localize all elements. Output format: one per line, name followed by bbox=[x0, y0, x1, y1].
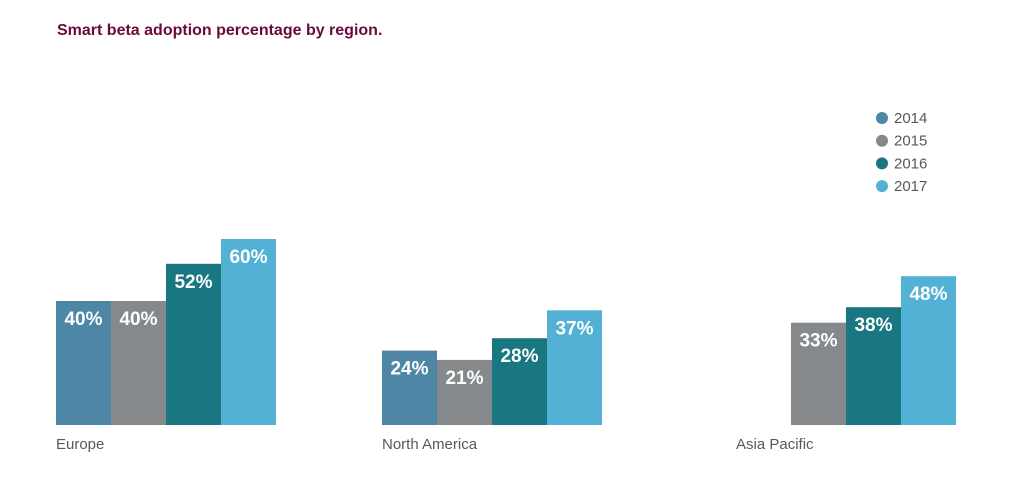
bars-layer: 40% 40% 52% 60% 24% 21% 28% 37% 33% 38% 48% bbox=[56, 239, 956, 425]
bar-europe-2015 bbox=[111, 301, 166, 425]
bar-north-america-2014 bbox=[382, 350, 437, 425]
data-label: 52% bbox=[174, 272, 212, 293]
legend-swatch-2016 bbox=[876, 157, 888, 170]
bar-europe-2017 bbox=[221, 239, 276, 425]
legend-label-2017: 2017 bbox=[894, 178, 927, 195]
bar-north-america-2017 bbox=[547, 310, 602, 425]
data-label: 37% bbox=[555, 318, 593, 339]
legend-label-2015: 2015 bbox=[894, 133, 927, 150]
data-label: 48% bbox=[909, 284, 947, 305]
bar-asia-pacific-2016 bbox=[846, 307, 901, 425]
data-label: 33% bbox=[799, 331, 837, 352]
bar-asia-pacific-2015 bbox=[791, 322, 846, 425]
data-label: 40% bbox=[119, 309, 157, 330]
bar-europe-2016 bbox=[166, 263, 221, 425]
legend-label-2014: 2014 bbox=[894, 110, 927, 127]
bar-asia-pacific-2017 bbox=[901, 276, 956, 425]
legend-swatch-2015 bbox=[876, 134, 888, 147]
bar-north-america-2016 bbox=[492, 338, 547, 425]
data-label: 21% bbox=[445, 368, 483, 389]
data-label: 38% bbox=[854, 315, 892, 336]
category-label: Asia Pacific bbox=[736, 436, 814, 453]
legend-label-2016: 2016 bbox=[894, 155, 927, 172]
legend-swatch-2017 bbox=[876, 180, 888, 193]
category-label: North America bbox=[382, 436, 478, 453]
chart-title: Smart beta adoption percentage by region… bbox=[57, 22, 383, 39]
category-label: Europe bbox=[56, 436, 104, 453]
data-label: 24% bbox=[390, 359, 428, 380]
data-label: 40% bbox=[64, 309, 102, 330]
legend-swatch-2014 bbox=[876, 112, 888, 124]
bar-north-america-2015 bbox=[437, 359, 492, 425]
bar-europe-2014 bbox=[56, 301, 111, 425]
data-label: 60% bbox=[229, 247, 267, 268]
data-label: 28% bbox=[500, 346, 538, 367]
legend: 2014 2015 2016 2017 bbox=[876, 110, 927, 195]
category-labels: Europe North America Asia Pacific bbox=[56, 436, 814, 453]
